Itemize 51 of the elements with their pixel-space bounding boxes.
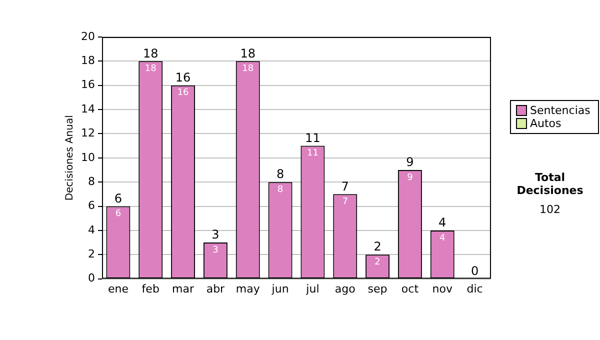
x-tick-label: ene: [108, 282, 129, 296]
data-label: 18: [242, 64, 254, 74]
data-label: 3: [212, 245, 218, 256]
x-tick-label: jul: [305, 282, 320, 296]
total-label: 18: [240, 46, 256, 60]
x-tick-label: jun: [270, 282, 289, 296]
x-tick-label: nov: [432, 282, 453, 296]
y-tick-label: 10: [80, 150, 95, 164]
total-label: 4: [438, 216, 446, 230]
total-label: 16: [175, 70, 191, 84]
text: Total Decisiones: [516, 171, 584, 197]
x-tick-label: dic: [466, 282, 483, 296]
data-label: 16: [177, 88, 190, 98]
total-label: 3: [212, 228, 220, 242]
data-label: 11: [306, 148, 318, 159]
data-label: 6: [115, 209, 122, 220]
total-label: 7: [341, 179, 349, 194]
legend-label: Autos: [530, 117, 562, 130]
y-tick-label: 18: [80, 54, 95, 68]
y-tick-label: 8: [88, 174, 95, 188]
total-label: 11: [305, 130, 320, 145]
data-label: 2: [374, 257, 380, 268]
y-axis-title: Decisiones Anual: [64, 115, 76, 201]
x-tick-label: oct: [401, 282, 420, 296]
data-label: 18: [144, 64, 157, 74]
x-tick-label: feb: [142, 282, 160, 296]
x-tick-label: abr: [206, 282, 226, 296]
y-tick-label: 20: [80, 30, 95, 43]
total-label: 9: [406, 155, 414, 170]
data-label: 8: [277, 184, 284, 195]
total-label: 6: [114, 191, 122, 206]
y-tick-label: 4: [88, 223, 95, 236]
y-tick-label: 12: [80, 126, 95, 140]
x-tick-label: mar: [172, 282, 195, 296]
x-tick-label: may: [236, 282, 260, 296]
x-tick-label: sep: [368, 282, 388, 296]
total-label: 2: [374, 240, 382, 254]
data-label: 4: [440, 233, 446, 244]
y-tick-label: 2: [88, 247, 95, 260]
data-label: 7: [342, 197, 348, 208]
x-tick-label: ago: [334, 282, 356, 296]
y-tick-label: 0: [88, 272, 95, 285]
total-label: 18: [142, 46, 158, 60]
text: 102: [538, 203, 562, 216]
data-label: 9: [407, 172, 414, 183]
y-tick-label: 14: [80, 102, 95, 116]
y-tick-label: 16: [80, 78, 95, 92]
total-label: 0: [470, 264, 479, 278]
y-tick-label: 6: [88, 199, 95, 212]
legend-label: Sentencias: [530, 104, 590, 117]
total-label: 8: [276, 167, 284, 182]
